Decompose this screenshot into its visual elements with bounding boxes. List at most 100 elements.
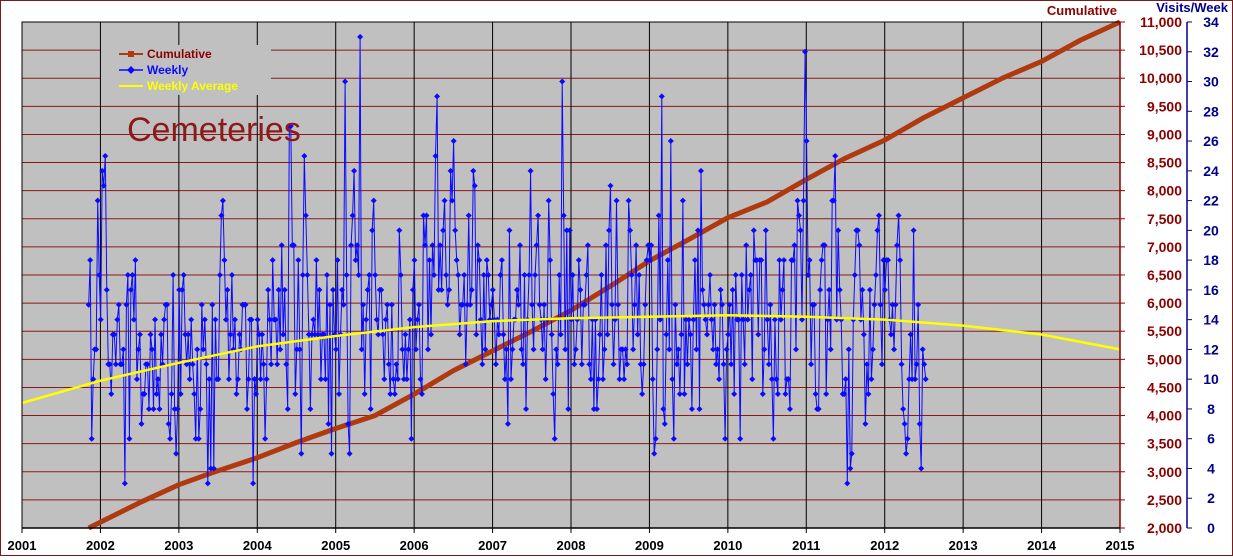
weekly-point xyxy=(722,435,729,442)
weekly-point xyxy=(195,435,202,442)
weekly-point xyxy=(367,405,374,412)
weekly-point xyxy=(421,242,428,249)
weekly-point xyxy=(830,197,837,204)
weekly-point xyxy=(135,346,142,353)
weekly-point xyxy=(595,376,602,383)
weekly-point xyxy=(381,376,388,383)
weekly-point xyxy=(301,152,308,159)
weekly-point xyxy=(557,331,564,338)
weekly-point xyxy=(373,316,380,323)
weekly-point xyxy=(120,346,127,353)
weekly-point xyxy=(158,331,165,338)
weekly-point xyxy=(903,450,910,457)
weekly-point xyxy=(455,272,462,278)
weekly-point xyxy=(349,212,356,219)
weekly-point xyxy=(521,272,528,278)
weekly-point xyxy=(465,212,472,219)
x-tick-label: 2007 xyxy=(478,538,507,553)
weekly-point xyxy=(602,242,609,249)
weekly-point xyxy=(333,346,340,353)
weekly-point xyxy=(102,152,109,159)
weekly-point xyxy=(643,257,650,264)
weekly-point xyxy=(679,197,686,204)
weekly-point xyxy=(394,376,401,383)
weekly-point xyxy=(912,376,919,383)
weekly-point xyxy=(728,361,735,368)
weekly-point xyxy=(842,376,849,383)
weekly-point xyxy=(812,391,819,398)
cumulative-tick-label: 8,000 xyxy=(1147,183,1182,199)
weekly-point xyxy=(625,197,632,204)
cumulative-tick-label: 10,500 xyxy=(1139,42,1182,58)
weekly-point xyxy=(420,212,427,219)
weekly-point xyxy=(325,420,332,427)
weekly-point xyxy=(880,257,887,264)
weekly-point xyxy=(796,212,803,219)
weekly-point xyxy=(859,286,866,293)
weekly-point xyxy=(711,301,718,308)
weekly-point xyxy=(803,138,810,145)
weekly-point xyxy=(619,346,626,353)
weekly-point xyxy=(530,346,537,353)
weekly-point xyxy=(405,346,412,353)
weekly-point xyxy=(773,376,780,383)
weekly-point xyxy=(495,331,502,338)
weekly-point xyxy=(877,301,884,308)
weekly-point xyxy=(630,346,637,353)
weekly-point xyxy=(777,316,784,323)
weekly-point xyxy=(770,435,777,442)
weekly-point xyxy=(702,316,709,323)
weekly-point xyxy=(901,420,908,427)
weekly-point xyxy=(90,376,97,383)
weekly-point xyxy=(100,182,107,189)
weekly-point xyxy=(124,272,131,278)
weekly-point xyxy=(627,227,634,234)
x-tick-label: 2002 xyxy=(86,538,115,553)
x-tick-label: 2005 xyxy=(321,538,350,553)
weekly-point xyxy=(720,361,727,368)
weekly-point xyxy=(636,272,643,278)
weekly-point xyxy=(253,391,260,398)
weekly-point xyxy=(129,272,136,278)
weekly-point xyxy=(664,257,671,264)
weekly-point xyxy=(551,435,558,442)
weekly-point xyxy=(910,227,917,234)
weekly-point xyxy=(797,227,804,234)
cumulative-tick-label: 6,000 xyxy=(1147,295,1182,311)
weekly-point xyxy=(675,346,682,353)
weekly-point xyxy=(747,272,754,278)
weekly-point xyxy=(225,376,232,383)
weekly-point xyxy=(615,301,622,308)
weekly-point xyxy=(293,346,300,353)
weekly-point xyxy=(523,405,530,412)
weekly-point xyxy=(786,405,793,412)
weekly-point xyxy=(245,376,252,383)
weekly-point xyxy=(437,242,444,249)
weekly-point xyxy=(369,227,376,234)
weekly-point xyxy=(209,301,216,308)
weekly-point xyxy=(673,361,680,368)
weekly-point xyxy=(805,272,812,278)
weekly-point xyxy=(346,450,353,457)
weekly-point xyxy=(248,316,255,323)
weekly-point xyxy=(845,346,852,353)
weekly-point xyxy=(696,405,703,412)
weekly-point xyxy=(438,286,445,293)
x-tick-label: 2010 xyxy=(713,538,742,553)
weekly-point xyxy=(387,391,394,398)
weekly-point xyxy=(328,450,335,457)
weekly-point xyxy=(559,78,566,85)
weekly-point xyxy=(435,286,442,293)
weekly-point xyxy=(919,346,926,353)
weekly-point xyxy=(447,167,454,174)
weekly-point xyxy=(269,257,276,264)
weekly-point xyxy=(393,361,400,368)
weekly-point xyxy=(633,242,640,249)
weekly-point xyxy=(462,361,469,368)
weekly-point xyxy=(871,301,878,308)
weekly-point xyxy=(242,301,249,308)
weekly-point xyxy=(251,376,258,383)
legend-label-weekly-average: Weekly Average xyxy=(147,79,238,93)
weekly-point xyxy=(141,391,148,398)
weekly-point xyxy=(577,286,584,293)
